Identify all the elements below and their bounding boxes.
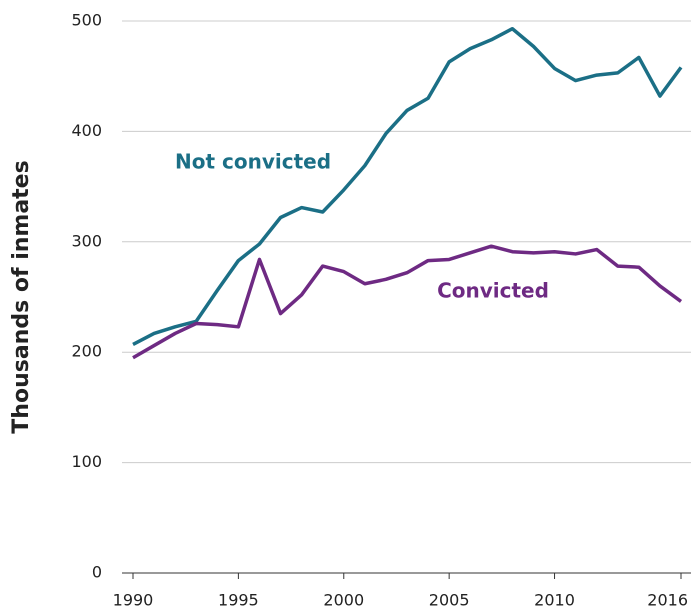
x-tick-label: 2016 <box>647 591 688 610</box>
x-tick-label: 2000 <box>323 591 364 610</box>
y-tick-label: 100 <box>71 452 102 471</box>
series-label: Convicted <box>437 279 549 303</box>
series-line <box>132 26 683 347</box>
y-tick-label: 200 <box>71 342 102 361</box>
y-tick-label: 500 <box>71 11 102 30</box>
x-tick-label: 2010 <box>534 591 575 610</box>
x-tick-label: 1990 <box>113 591 154 610</box>
y-tick-label: 300 <box>71 231 102 250</box>
x-tick-label: 1995 <box>218 591 259 610</box>
y-tick-label: 400 <box>71 121 102 140</box>
y-tick-label: 0 <box>92 563 102 582</box>
series-label: Not convicted <box>175 150 331 174</box>
x-tick-label: 2005 <box>429 591 470 610</box>
series-line <box>132 244 683 360</box>
y-axis-label: Thousands of inmates <box>9 160 34 433</box>
